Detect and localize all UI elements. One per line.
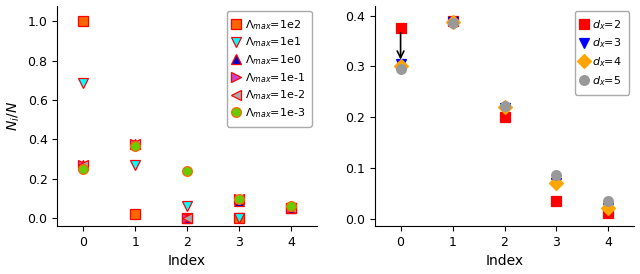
Legend: $d_x$=2, $d_x$=3, $d_x$=4, $d_x$=5: $d_x$=2, $d_x$=3, $d_x$=4, $d_x$=5 xyxy=(575,11,629,95)
X-axis label: Index: Index xyxy=(486,255,524,269)
Y-axis label: $N_i/N$: $N_i/N$ xyxy=(6,101,22,131)
Legend: $\Lambda_{max}$=1e2, $\Lambda_{max}$=1e1, $\Lambda_{max}$=1e0, $\Lambda_{max}$=1: $\Lambda_{max}$=1e2, $\Lambda_{max}$=1e1… xyxy=(227,11,312,127)
X-axis label: Index: Index xyxy=(168,255,206,269)
